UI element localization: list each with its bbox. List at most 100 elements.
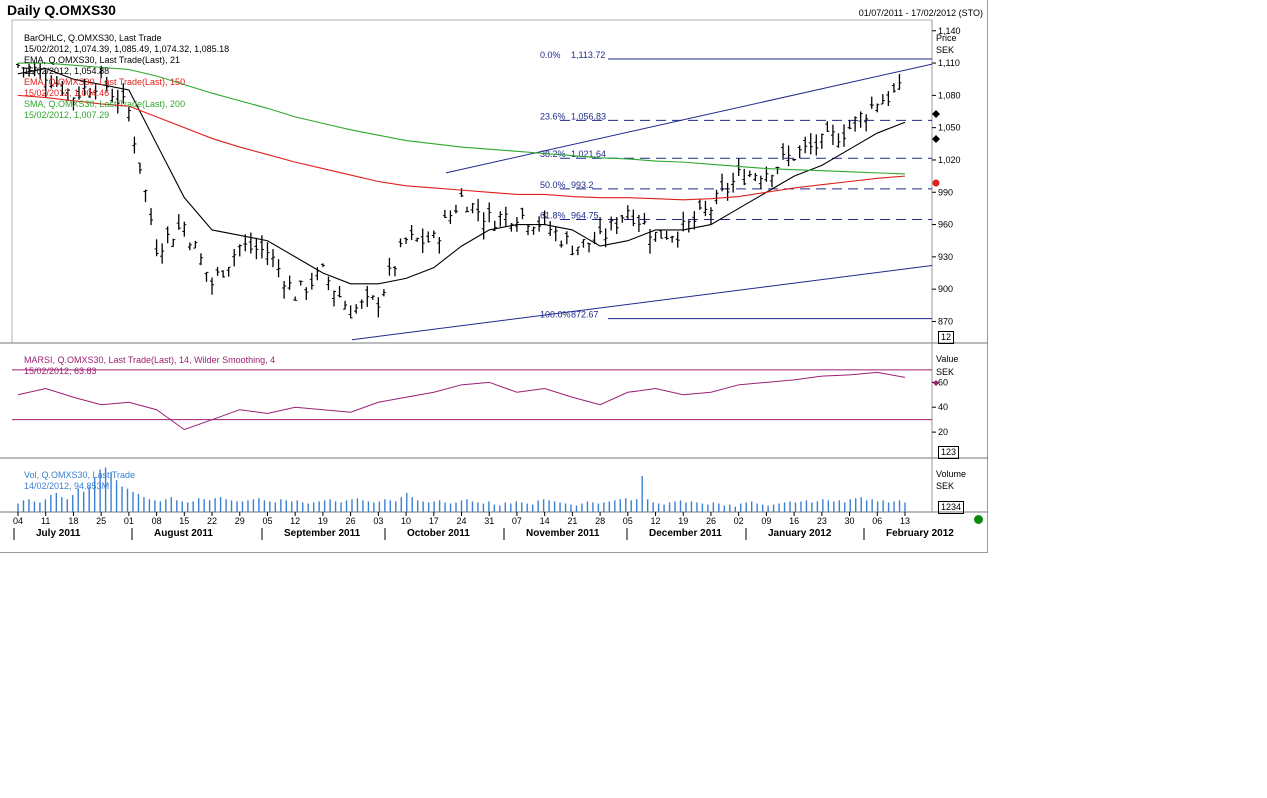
legend-entry: EMA, Q.OMXS30, Last Trade(Last), 150 <box>24 77 186 87</box>
x-tick-label: 25 <box>96 516 106 526</box>
rsi-marker <box>933 380 939 386</box>
x-tick-label: 07 <box>512 516 522 526</box>
chart-canvas[interactable]: 1,140 1,110 1,080 1,050 1,020 990 960 930 900 870… <box>0 0 988 553</box>
rsi-axis-unit: SEK <box>936 367 955 377</box>
x-tick-label: 17 <box>429 516 439 526</box>
x-tick-label: 22 <box>207 516 217 526</box>
legend-entry: BarOHLC, Q.OMXS30, Last Trade <box>24 33 162 43</box>
y-tick-label: 960 <box>938 220 953 230</box>
chart-title: Daily Q.OMXS30 <box>7 2 116 18</box>
x-tick-label: 05 <box>623 516 633 526</box>
x-tick-label: 26 <box>706 516 716 526</box>
x-tick-label: 31 <box>484 516 494 526</box>
rsi-tick-label: 60 <box>938 377 948 387</box>
x-tick-label: 10 <box>401 516 411 526</box>
price-badge: 12 <box>938 331 955 344</box>
x-month-label: October 2011 <box>407 528 470 539</box>
upper-trendline <box>445 63 933 174</box>
fib-value-label: 993.2 <box>571 180 594 190</box>
volume-series <box>17 467 906 512</box>
x-tick-label: 08 <box>152 516 162 526</box>
y-tick-label: 1,080 <box>938 90 961 100</box>
volume-axis-title: Volume <box>936 469 967 479</box>
y-tick-label: 1,050 <box>938 123 961 133</box>
legend-entry: EMA, Q.OMXS30, Last Trade(Last), 21 <box>24 55 181 65</box>
date-range: 01/07/2011 - 17/02/2012 (STO) <box>858 8 983 18</box>
x-tick-label: 16 <box>789 516 799 526</box>
y-tick-label: 870 <box>938 316 953 326</box>
x-month-label: September 2011 <box>284 528 361 539</box>
x-tick-label: 26 <box>346 516 356 526</box>
x-tick-label: 09 <box>761 516 771 526</box>
price-axis-unit: SEK <box>936 45 955 55</box>
x-tick-label: 23 <box>817 516 827 526</box>
y-tick-label: 900 <box>938 284 953 294</box>
legend-entry: 15/02/2012, 63.83 <box>24 366 97 376</box>
x-tick-label: 04 <box>13 516 23 526</box>
x-tick-label: 03 <box>373 516 383 526</box>
price-axis-title: Price <box>936 33 957 43</box>
fib-level-label: 61.8% <box>540 210 566 220</box>
ma-line-1 <box>17 94 906 201</box>
x-tick-label: 12 <box>290 516 300 526</box>
fib-value-label: 872.67 <box>571 310 599 320</box>
x-month-label: August 2011 <box>154 528 213 539</box>
rsi-badge: 123 <box>938 446 960 459</box>
y-tick-label: 990 <box>938 187 953 197</box>
x-tick-label: 02 <box>734 516 744 526</box>
x-month-label: July 2011 <box>36 528 81 539</box>
fib-level-label: 50.0% <box>540 180 566 190</box>
price-panel <box>11 19 933 344</box>
ma-line-2 <box>18 62 906 175</box>
rsi-tick-label: 20 <box>938 427 948 437</box>
x-month-label: November 2011 <box>526 528 600 539</box>
legend-entry: 15/02/2012, 1,054.88 <box>24 66 110 76</box>
fib-value-label: 1,021.64 <box>571 149 606 159</box>
chart-window: Daily Q.OMXS30 01/07/2011 - 17/02/2012 (… <box>0 0 988 553</box>
x-tick-label: 13 <box>900 516 910 526</box>
x-tick-label: 15 <box>179 516 189 526</box>
lower-trendline <box>351 264 933 341</box>
legend-entry: 14/02/2012, 94.853M <box>24 481 110 491</box>
legend-entry: 15/02/2012, 1,004.46 <box>24 88 110 98</box>
y-tick-label: 1,110 <box>938 58 960 68</box>
x-tick-label: 29 <box>235 516 245 526</box>
ma-line-0 <box>17 67 906 285</box>
x-tick-label: 11 <box>41 516 50 526</box>
legend-entry: Vol, Q.OMXS30, Last Trade <box>24 470 136 480</box>
fib-value-label: 1,056.83 <box>571 111 606 121</box>
fib-level-label: 0.0% <box>540 50 561 60</box>
rsi-tick-label: 40 <box>938 402 948 412</box>
x-tick-label: 24 <box>456 516 466 526</box>
y-tick-label: 1,020 <box>938 155 961 165</box>
ema150-marker <box>932 179 940 187</box>
rsi-line <box>17 371 906 431</box>
fib-level-label: 23.6% <box>540 111 566 121</box>
y-tick-label: 1,140 <box>938 26 961 36</box>
fib-level-label: 100.0% <box>540 310 571 320</box>
last-price-marker <box>932 110 940 118</box>
ohlc-series <box>16 61 902 319</box>
y-tick-label: 930 <box>938 252 953 262</box>
x-tick-label: 30 <box>845 516 855 526</box>
legend-entry: 15/02/2012, 1,074.39, 1,085.49, 1,074.32… <box>24 44 230 54</box>
x-tick-label: 21 <box>567 516 577 526</box>
ema-marker <box>932 135 940 143</box>
x-tick-label: 05 <box>262 516 272 526</box>
x-tick-label: 06 <box>872 516 882 526</box>
x-month-label: February 2012 <box>886 528 954 539</box>
x-tick-label: 19 <box>678 516 688 526</box>
x-month-label: December 2011 <box>649 528 722 539</box>
fib-value-label: 964.75 <box>571 210 599 220</box>
rsi-axis-title: Value <box>936 354 959 364</box>
x-tick-label: 28 <box>595 516 605 526</box>
x-tick-label: 12 <box>651 516 661 526</box>
legend-entry: MARSI, Q.OMXS30, Last Trade(Last), 14, W… <box>24 355 276 365</box>
x-tick-label: 19 <box>318 516 328 526</box>
x-tick-label: 14 <box>540 516 550 526</box>
volume-axis-unit: SEK <box>936 481 955 491</box>
volume-badge: 1234 <box>938 501 965 514</box>
x-month-label: January 2012 <box>768 528 832 539</box>
legend-entry: 15/02/2012, 1,007.29 <box>24 110 110 120</box>
fib-value-label: 1,113.72 <box>571 50 605 60</box>
